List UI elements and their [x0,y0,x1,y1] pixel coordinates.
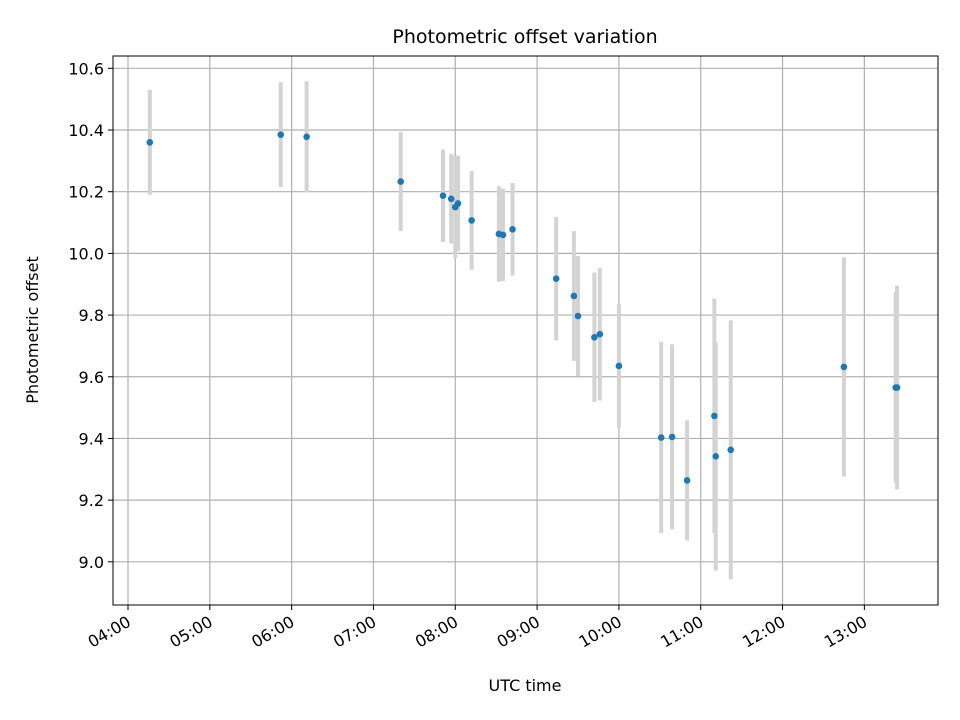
data-point [596,330,604,338]
x-axis-label: UTC time [489,676,562,695]
data-point [615,362,623,370]
y-tick-label: 10.4 [68,121,104,140]
data-point [447,195,455,203]
data-point [711,412,718,420]
data-point [574,312,582,320]
y-tick-label: 10.6 [68,59,104,78]
data-point [146,139,154,146]
data-point [397,178,405,185]
data-point [657,434,665,441]
data-point [277,131,285,138]
y-tick-label: 9.8 [79,306,104,325]
data-point [668,433,676,441]
plot-frame [112,55,939,606]
data-point [499,231,507,239]
y-tick-label: 10.0 [68,244,104,263]
chart-title: Photometric offset variation [392,26,657,48]
data-point [552,275,560,282]
data-point [840,363,848,371]
data-point [303,133,310,141]
data-point [509,226,516,233]
y-axis: 9.0 9.2 9.4 9.6 9.8 10.0 10.2 10.4 10.6 [68,59,113,572]
y-axis-label: Photometric offset [23,256,42,404]
y-tick-label: 10.2 [68,183,104,202]
data-point [468,217,475,224]
y-tick-label: 9.4 [79,429,104,448]
data-point [893,384,901,391]
data-point [439,192,447,200]
grid [113,56,938,605]
data-point [727,446,735,454]
y-tick-label: 9.0 [79,553,104,572]
y-tick-label: 9.6 [79,368,104,387]
data-point [683,477,691,484]
data-point [454,200,462,207]
data-point [712,453,720,460]
data-point [591,333,598,341]
plot-area [113,56,938,605]
data-point [570,292,578,300]
y-tick-label: 9.2 [79,491,104,510]
data-points [146,131,901,484]
